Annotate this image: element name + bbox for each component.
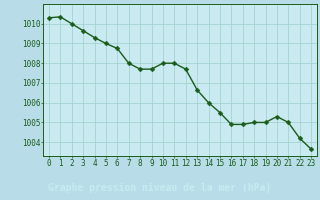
Text: Graphe pression niveau de la mer (hPa): Graphe pression niveau de la mer (hPa) (48, 183, 272, 193)
